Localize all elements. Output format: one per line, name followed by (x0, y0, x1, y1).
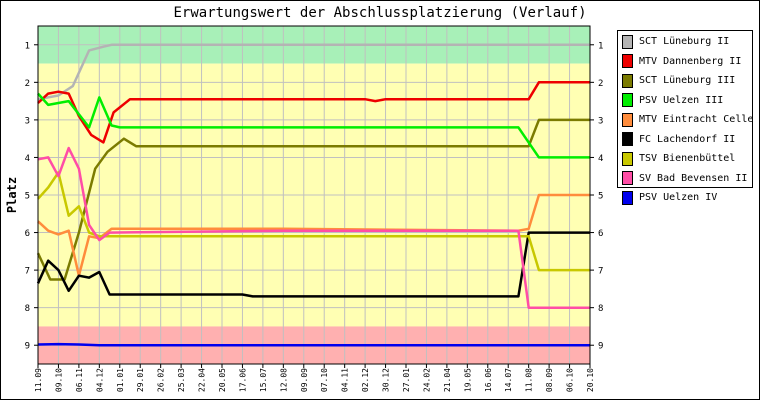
legend-swatch (622, 112, 633, 127)
series-line-4 (37, 92, 590, 159)
x-tick-label: 16.06 (484, 368, 493, 392)
x-tick-label: 21.04 (443, 368, 452, 392)
legend-label: PSV Uelzen III (639, 94, 724, 106)
x-tick-label: 01.01 (116, 368, 125, 392)
legend-swatch (622, 190, 633, 205)
legend-label: MTV Eintracht Celle (639, 114, 754, 126)
y-tick-label-left: 7 (25, 267, 30, 277)
y-tick-label-right: 4 (598, 154, 603, 164)
y-tick-label-left: 6 (25, 229, 30, 239)
y-tick-label-left: 9 (25, 342, 30, 352)
chart-title: Erwartungswert der Abschlussplatzierung … (173, 5, 587, 21)
y-tick-label-right: 2 (598, 79, 603, 89)
x-tick-label: 04.12 (95, 368, 104, 392)
legend-entry-7: TSV Bienenbüttel (618, 149, 752, 169)
x-tick-label: 12.08 (279, 368, 288, 392)
series-line-3 (36, 118, 590, 281)
series-line-5 (37, 193, 590, 277)
y-tick-label-left: 2 (25, 79, 30, 89)
legend: SCT Lüneburg II MTV Dannenberg II SCT Lüne… (617, 30, 754, 205)
y-tick-label-right: 8 (598, 304, 603, 314)
x-tick-label: 26.02 (157, 368, 166, 392)
y-tick-label-right: 5 (598, 192, 603, 202)
x-tick-label: 09.10 (54, 368, 63, 392)
y-axis-label: Platz (5, 177, 19, 213)
series-line-1 (37, 43, 590, 101)
x-tick-label: 27.01 (402, 368, 411, 392)
x-tick-label: 15.07 (259, 368, 268, 392)
legend-entry-4: PSV Uelzen III (618, 91, 752, 111)
series-line-8 (37, 146, 590, 309)
x-tick-label: 06.10 (566, 368, 575, 392)
x-tick-label: 07.10 (320, 368, 329, 392)
series-line-6 (36, 231, 590, 298)
x-tick-label: 29.01 (136, 368, 145, 392)
legend-label: SCT Lüneburg III (639, 75, 736, 87)
legend-entry-9: PSV Uelzen IV (618, 188, 752, 208)
x-tick-label: 02.12 (361, 368, 370, 392)
legend-swatch (622, 132, 633, 147)
y-tick-label-left: 8 (25, 304, 30, 314)
legend-label: TSV Bienenbüttel (639, 153, 736, 165)
x-tick-label: 08.09 (545, 368, 554, 392)
series-line-9 (37, 342, 590, 347)
legend-entry-1: SCT Lüneburg II (618, 32, 752, 52)
legend-swatch (622, 93, 633, 108)
x-tick-label: 11.09 (34, 368, 43, 392)
y-tick-label-left: 5 (25, 192, 30, 202)
x-tick-label: 06.11 (75, 368, 84, 392)
legend-entry-6: FC Lachendorf II (618, 130, 752, 150)
legend-swatch (622, 73, 633, 88)
legend-swatch (622, 34, 633, 49)
x-tick-label: 22.04 (198, 368, 207, 392)
y-tick-label-right: 3 (598, 116, 603, 126)
series-line-2 (37, 81, 590, 144)
legend-label: PSV Uelzen IV (639, 192, 718, 204)
y-tick-label-left: 4 (25, 154, 30, 164)
x-tick-label: 25.03 (177, 368, 186, 392)
x-tick-label: 17.06 (238, 368, 247, 392)
legend-swatch (622, 151, 633, 166)
legend-label: FC Lachendorf II (639, 133, 736, 145)
y-tick-label-right: 7 (598, 267, 603, 277)
legend-entry-5: MTV Eintracht Celle (618, 110, 754, 130)
legend-entry-3: SCT Lüneburg III (618, 71, 752, 91)
series-layer (36, 43, 590, 347)
x-tick-label: 14.07 (504, 368, 513, 392)
legend-label: SCT Lüneburg II (639, 36, 730, 48)
legend-swatch (622, 171, 633, 186)
x-tick-label: 09.09 (300, 368, 309, 392)
x-tick-label: 19.05 (463, 368, 472, 392)
y-tick-label-right: 9 (598, 342, 603, 352)
x-tick-label: 20.10 (586, 368, 595, 392)
axes-layer: 1 1 2 2 3 3 4 4 5 5 6 6 7 7 8 8 9 9 11.09 09.10 06.11 04.12 01… (25, 25, 603, 392)
legend-swatch (622, 54, 633, 69)
legend-entry-8: SV Bad Bevensen II (618, 169, 752, 189)
y-tick-label-left: 1 (25, 41, 30, 51)
legend-label: MTV Dannenberg II (639, 55, 742, 67)
legend-label: SV Bad Bevensen II (639, 172, 748, 184)
y-tick-label-left: 3 (25, 116, 30, 126)
x-tick-label: 24.02 (422, 368, 431, 392)
x-tick-label: 30.12 (382, 368, 391, 392)
y-tick-label-right: 6 (598, 229, 603, 239)
x-tick-label: 20.05 (218, 368, 227, 392)
y-tick-label-right: 1 (598, 41, 603, 51)
x-tick-label: 11.08 (525, 368, 534, 392)
x-tick-label: 04.11 (341, 368, 350, 392)
legend-entry-2: MTV Dannenberg II (618, 52, 752, 72)
